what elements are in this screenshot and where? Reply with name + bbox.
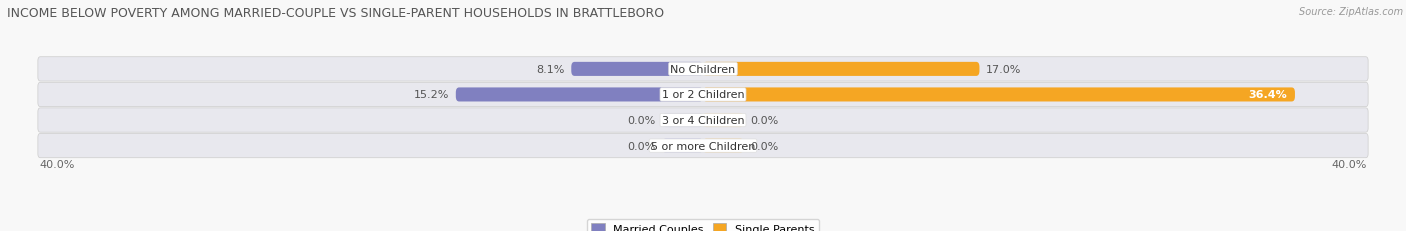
Text: 8.1%: 8.1% bbox=[537, 65, 565, 75]
FancyBboxPatch shape bbox=[456, 88, 703, 102]
Text: 17.0%: 17.0% bbox=[986, 65, 1021, 75]
FancyBboxPatch shape bbox=[703, 113, 744, 128]
FancyBboxPatch shape bbox=[662, 139, 703, 153]
FancyBboxPatch shape bbox=[662, 113, 703, 128]
FancyBboxPatch shape bbox=[38, 83, 1368, 107]
Text: 1 or 2 Children: 1 or 2 Children bbox=[662, 90, 744, 100]
Text: 15.2%: 15.2% bbox=[413, 90, 450, 100]
Text: INCOME BELOW POVERTY AMONG MARRIED-COUPLE VS SINGLE-PARENT HOUSEHOLDS IN BRATTLE: INCOME BELOW POVERTY AMONG MARRIED-COUPL… bbox=[7, 7, 664, 20]
Text: 40.0%: 40.0% bbox=[39, 159, 75, 169]
FancyBboxPatch shape bbox=[703, 139, 744, 153]
FancyBboxPatch shape bbox=[703, 63, 980, 77]
Text: 3 or 4 Children: 3 or 4 Children bbox=[662, 116, 744, 125]
Text: Source: ZipAtlas.com: Source: ZipAtlas.com bbox=[1299, 7, 1403, 17]
FancyBboxPatch shape bbox=[38, 134, 1368, 158]
Text: 5 or more Children: 5 or more Children bbox=[651, 141, 755, 151]
Text: 0.0%: 0.0% bbox=[627, 141, 655, 151]
FancyBboxPatch shape bbox=[38, 108, 1368, 133]
FancyBboxPatch shape bbox=[703, 88, 1295, 102]
Legend: Married Couples, Single Parents: Married Couples, Single Parents bbox=[586, 219, 820, 231]
Text: 36.4%: 36.4% bbox=[1249, 90, 1286, 100]
Text: 0.0%: 0.0% bbox=[627, 116, 655, 125]
Text: No Children: No Children bbox=[671, 65, 735, 75]
FancyBboxPatch shape bbox=[38, 58, 1368, 82]
FancyBboxPatch shape bbox=[571, 63, 703, 77]
Text: 0.0%: 0.0% bbox=[751, 116, 779, 125]
Text: 0.0%: 0.0% bbox=[751, 141, 779, 151]
Text: 40.0%: 40.0% bbox=[1331, 159, 1367, 169]
